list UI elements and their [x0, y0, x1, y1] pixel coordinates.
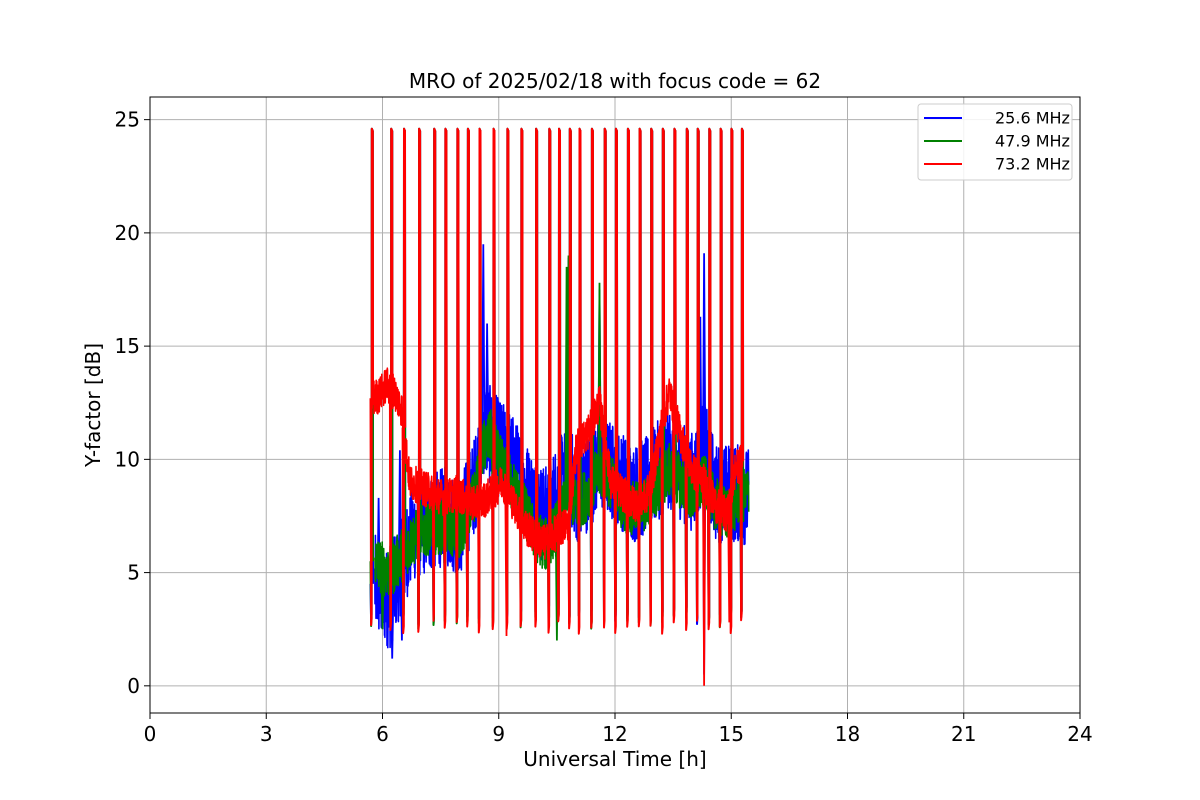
series-excursion — [702, 481, 707, 686]
series-excursion — [485, 323, 490, 432]
calibration-spike — [684, 127, 690, 631]
x-tick-label: 24 — [1067, 722, 1092, 746]
calibration-spike — [416, 127, 422, 633]
calibration-spike — [369, 127, 374, 626]
calibration-spike — [739, 127, 745, 622]
calibration-spike — [567, 127, 573, 630]
legend-box — [917, 103, 1073, 181]
calibration-spike — [577, 127, 582, 635]
x-tick-label: 6 — [376, 722, 389, 746]
calibration-spike — [519, 127, 524, 628]
legend-entry: 73.2 MHz — [995, 155, 1070, 174]
y-tick-label: 10 — [115, 447, 140, 471]
x-tick-label: 21 — [951, 722, 976, 746]
chart-title: MRO of 2025/02/18 with focus code = 62 — [409, 69, 821, 93]
series-excursion — [564, 266, 569, 500]
calibration-spike — [672, 127, 677, 624]
axis-ticks: 0 3 6 9 12 15 18 21 24 0 5 10 15 20 25 — [115, 108, 1093, 746]
calibration-spike — [602, 127, 607, 629]
calibration-spike — [431, 127, 437, 622]
y-axis-label: Y-factor [dB] — [81, 343, 105, 468]
legend-entry: 25.6 MHz — [995, 109, 1070, 128]
series-excursion — [481, 244, 486, 426]
series-excursion — [397, 450, 402, 568]
calibration-spike — [455, 127, 460, 623]
calibration-spike — [707, 127, 712, 631]
calibration-spike — [547, 127, 552, 634]
calibration-spike — [660, 127, 666, 635]
calibration-spike — [718, 127, 723, 628]
y-tick-label: 25 — [115, 108, 140, 132]
x-tick-label: 9 — [492, 722, 505, 746]
x-tick-label: 3 — [260, 722, 273, 746]
y-tick-label: 0 — [127, 674, 140, 698]
calibration-spike — [477, 127, 482, 634]
calibration-spike — [401, 127, 407, 635]
calibration-spike — [589, 127, 595, 629]
series-excursion — [380, 568, 385, 630]
x-tick-label: 15 — [719, 722, 744, 746]
x-axis-label: Universal Time [h] — [523, 747, 706, 771]
calibration-spike — [388, 127, 394, 631]
calibration-spike — [491, 127, 496, 631]
calibration-spike — [443, 127, 448, 629]
y-tick-label: 15 — [115, 334, 140, 358]
calibration-spike — [625, 127, 631, 628]
calibration-spike — [637, 127, 642, 628]
x-tick-label: 0 — [144, 722, 157, 746]
legend-entry: 47.9 MHz — [995, 132, 1070, 151]
calibration-spike — [613, 127, 619, 634]
calibration-spike — [505, 127, 510, 631]
series-layer — [369, 127, 750, 686]
y-tick-label: 20 — [115, 221, 140, 245]
calibration-spike — [648, 127, 654, 627]
x-tick-label: 12 — [602, 722, 627, 746]
calibration-spike — [465, 127, 471, 628]
calibration-spike — [533, 127, 539, 628]
calibration-spike — [556, 127, 562, 623]
series-excursion — [702, 253, 707, 449]
legend: 25.6 MHz 47.9 MHz 73.2 MHz — [917, 103, 1073, 181]
y-tick-label: 5 — [127, 561, 140, 585]
calibration-spike — [729, 127, 734, 635]
x-tick-label: 18 — [835, 722, 860, 746]
calibration-spike — [695, 127, 700, 622]
